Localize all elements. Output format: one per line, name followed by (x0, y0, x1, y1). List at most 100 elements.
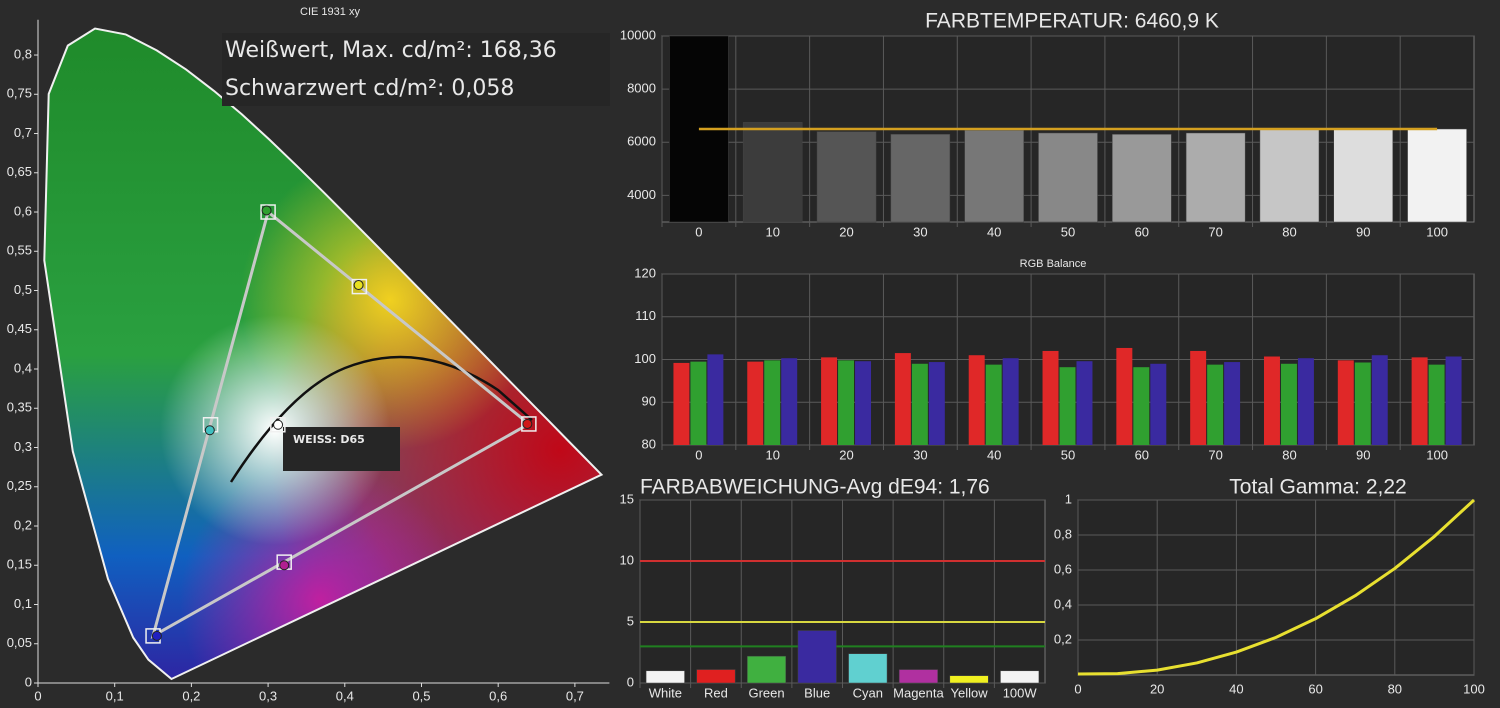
y-tick-label: 0,5 (14, 282, 32, 297)
x-tick-label: 0 (34, 688, 41, 703)
x-tick-label: 40 (987, 447, 1001, 462)
bar (1185, 132, 1246, 223)
x-tick-label: 50 (1061, 224, 1075, 239)
bar (1042, 350, 1059, 445)
x-tick-label: 30 (913, 224, 927, 239)
x-tick-label: 100 (1426, 447, 1448, 462)
bar (838, 360, 855, 445)
y-tick-label: 0,25 (7, 478, 32, 493)
x-tick-label: Magenta (893, 685, 944, 700)
gamut-triangle (150, 209, 532, 639)
bar (911, 363, 928, 445)
bar (1116, 347, 1133, 445)
y-tick-label: 4000 (627, 187, 656, 202)
annotation: Schwarzwert cd/m²: 0,058 (225, 76, 514, 101)
bar (690, 361, 707, 445)
bar (855, 361, 872, 445)
y-tick-label: 0,6 (1054, 561, 1072, 576)
spectral-locus (43, 27, 604, 681)
chart-title: CIE 1931 xy (300, 6, 360, 18)
chart-title: Total Gamma: 2,22 (1229, 476, 1406, 499)
x-tick-label: 10 (765, 447, 779, 462)
chart-title: FARBTEMPERATUR: 6460,9 K (925, 10, 1219, 33)
x-tick-label: Cyan (853, 685, 883, 700)
y-tick-label: 0,3 (14, 439, 32, 454)
x-tick-label: 100 (1463, 681, 1485, 696)
target-marker (260, 204, 276, 220)
y-tick-label: 0 (25, 674, 32, 689)
x-tick-label: 0,1 (106, 688, 124, 703)
bar (928, 362, 945, 445)
y-tick-label: 90 (642, 394, 656, 409)
y-tick-label: 0,4 (1054, 596, 1072, 611)
y-tick-label: 5 (627, 613, 634, 628)
x-tick-label: 60 (1135, 447, 1149, 462)
y-tick-label: 0,55 (7, 243, 32, 258)
target-marker (351, 278, 368, 295)
bar (1263, 356, 1280, 445)
bar (1428, 364, 1445, 445)
x-tick-label: 0,3 (259, 688, 277, 703)
annotation-box (222, 33, 610, 106)
bar (985, 364, 1002, 445)
y-tick-label: 0,65 (7, 164, 32, 179)
bar (696, 669, 736, 684)
bar (1059, 367, 1076, 445)
gamma-curve (1077, 498, 1476, 676)
bar (747, 655, 787, 684)
bar (898, 669, 938, 684)
x-tick-label: 0 (695, 447, 702, 462)
chart-title: RGB Balance (1020, 258, 1087, 270)
bar (1000, 670, 1040, 684)
measured-point (353, 280, 364, 291)
y-tick-label: 15 (620, 491, 634, 506)
annotation: Weißwert, Max. cd/m²: 168,36 (225, 38, 557, 63)
bar (1190, 350, 1207, 445)
y-tick-label: 0,6 (14, 203, 32, 218)
bar (894, 353, 911, 445)
y-tick-label: 100 (634, 351, 656, 366)
x-tick-label: 90 (1356, 224, 1370, 239)
x-tick-label: 80 (1282, 447, 1296, 462)
bar (949, 675, 989, 684)
x-tick-label: 100W (1003, 685, 1038, 700)
bar (1280, 363, 1297, 445)
y-tick-label: 6000 (627, 134, 656, 149)
y-tick-label: 0,35 (7, 400, 32, 415)
measured-point (273, 419, 284, 430)
x-tick-label: 0 (695, 224, 702, 239)
bar (645, 670, 685, 684)
tooltip-box (283, 427, 400, 471)
x-tick-label: 40 (1229, 681, 1243, 696)
x-tick-label: Yellow (951, 685, 989, 700)
x-tick-label: 0,4 (336, 688, 354, 703)
bar (764, 360, 781, 445)
bar (1002, 358, 1019, 445)
bar (1207, 364, 1224, 445)
x-tick-label: 100 (1426, 224, 1448, 239)
x-tick-label: Blue (804, 685, 830, 700)
measured-point (522, 418, 533, 429)
x-tick-label: 70 (1208, 224, 1222, 239)
y-tick-label: 0,05 (7, 635, 32, 650)
chart-title: FARBABWEICHUNG-Avg dE94: 1,76 (640, 476, 990, 499)
x-tick-label: 10 (765, 224, 779, 239)
y-tick-label: 10000 (620, 27, 656, 42)
bar (1150, 363, 1167, 445)
x-tick-label: 60 (1308, 681, 1322, 696)
x-tick-label: 20 (1150, 681, 1164, 696)
bar (1259, 128, 1320, 223)
y-tick-label: 0,2 (14, 517, 32, 532)
bar (1407, 128, 1467, 223)
bar (964, 130, 1024, 223)
y-tick-label: 8000 (627, 81, 656, 96)
bar (1133, 367, 1150, 445)
x-tick-label: 0,7 (566, 688, 584, 703)
bar (1337, 360, 1354, 445)
x-tick-label: 30 (913, 447, 927, 462)
x-tick-label: 0,5 (412, 688, 430, 703)
bar (1445, 356, 1462, 445)
x-tick-label: White (649, 685, 682, 700)
